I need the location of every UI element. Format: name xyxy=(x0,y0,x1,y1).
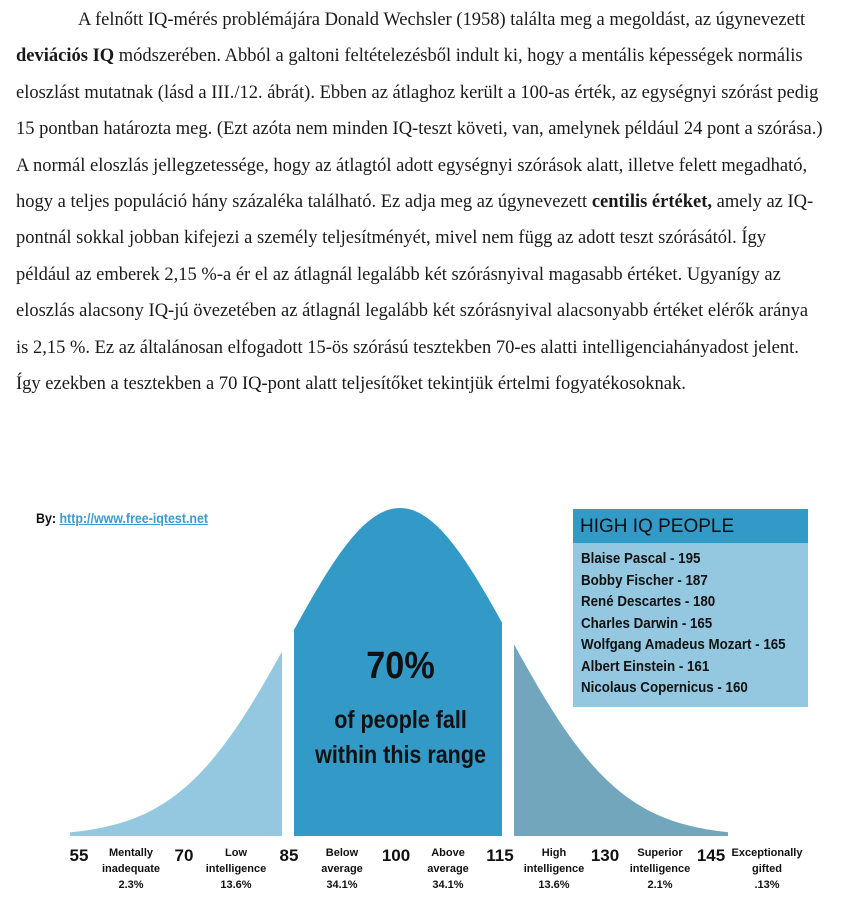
category-label: Exceptionally xyxy=(731,847,803,859)
iq-score-55: 55 xyxy=(69,846,89,865)
center-caption-line-1: of people fall xyxy=(334,706,467,734)
credit-link[interactable]: http://www.free-iqtest.net xyxy=(59,511,209,526)
high-iq-title: HIGH IQ PEOPLE xyxy=(573,509,808,543)
category-mentally-inadequate: Mentally inadequate 2.3% xyxy=(102,845,160,893)
category-label: gifted xyxy=(752,863,782,875)
category-label: Below xyxy=(325,847,359,859)
category-label: intelligence xyxy=(629,863,691,875)
category-percent: 34.1% xyxy=(326,879,358,891)
category-superior-intelligence: Superior intelligence 2.1% xyxy=(630,845,691,893)
center-percentage: 70% xyxy=(366,645,435,687)
curve-segment-center xyxy=(294,508,502,836)
category-label: Mentally xyxy=(108,847,154,859)
high-iq-person: Blaise Pascal - 195 xyxy=(581,551,701,567)
category-label: average xyxy=(427,863,469,875)
category-label: intelligence xyxy=(523,863,585,875)
category-label: Above xyxy=(431,847,465,859)
category-label: Low xyxy=(225,847,247,859)
curve-segment-low xyxy=(70,651,282,836)
category-above-average: Above average 34.1% xyxy=(427,845,469,893)
bell-curve-graphic xyxy=(70,508,728,836)
high-iq-person: René Descartes - 180 xyxy=(581,594,716,610)
category-below-average: Below average 34.1% xyxy=(321,845,363,893)
category-exceptionally-gifted: Exceptionally gifted .13% xyxy=(732,845,803,893)
category-percent: 13.6% xyxy=(220,879,252,891)
iq-score-100: 100 xyxy=(381,846,411,865)
paragraph-text-1: A felnőtt IQ-mérés problémájára Donald W… xyxy=(78,10,806,30)
high-iq-person: Albert Einstein - 161 xyxy=(581,658,710,675)
term-deviation-iq: deviációs IQ xyxy=(16,46,115,67)
high-iq-person: Charles Darwin - 165 xyxy=(581,615,713,632)
category-percent: 13.6% xyxy=(538,879,570,891)
paragraph-text-2: módszerében. Abból a galtoni feltételezé… xyxy=(16,46,823,213)
category-percent: 34.1% xyxy=(432,879,464,891)
iq-score-70: 70 xyxy=(174,846,194,865)
category-high-intelligence: High intelligence 13.6% xyxy=(524,845,585,893)
category-percent: 2.3% xyxy=(118,879,144,891)
iq-score-130: 130 xyxy=(590,846,620,865)
paragraph-text-3: amely az IQ-pontnál sokkal jobban kifeje… xyxy=(16,192,814,395)
curve-segment-high xyxy=(514,644,728,836)
category-percent: .13% xyxy=(754,879,780,891)
credit-label: By: xyxy=(36,511,60,526)
high-iq-person: Bobby Fischer - 187 xyxy=(581,572,708,589)
category-label: Superior xyxy=(637,847,683,859)
iq-score-85: 85 xyxy=(279,846,299,865)
body-paragraph: A felnőtt IQ-mérés problémájára Donald W… xyxy=(16,2,824,402)
high-iq-list: Blaise Pascal - 195 Bobby Fischer - 187 … xyxy=(573,543,808,700)
high-iq-person: Nicolaus Copernicus - 160 xyxy=(581,680,748,696)
category-label: average xyxy=(321,863,363,875)
high-iq-panel: HIGH IQ PEOPLE Blaise Pascal - 195 Bobby… xyxy=(573,509,808,707)
category-low-intelligence: Low intelligence 13.6% xyxy=(206,845,267,893)
iq-score-115: 115 xyxy=(486,846,514,865)
figure-credit: By: http://www.free-iqtest.net xyxy=(36,511,208,526)
iq-score-145: 145 xyxy=(696,846,726,865)
center-caption-line-2: within this range xyxy=(315,741,486,769)
term-centile-value: centilis értéket, xyxy=(591,192,713,213)
category-label: High xyxy=(541,847,567,859)
category-label: inadequate xyxy=(101,863,161,875)
category-label: intelligence xyxy=(205,863,267,875)
category-percent: 2.1% xyxy=(647,879,673,891)
high-iq-person: Wolfgang Amadeus Mozart - 165 xyxy=(581,637,786,653)
